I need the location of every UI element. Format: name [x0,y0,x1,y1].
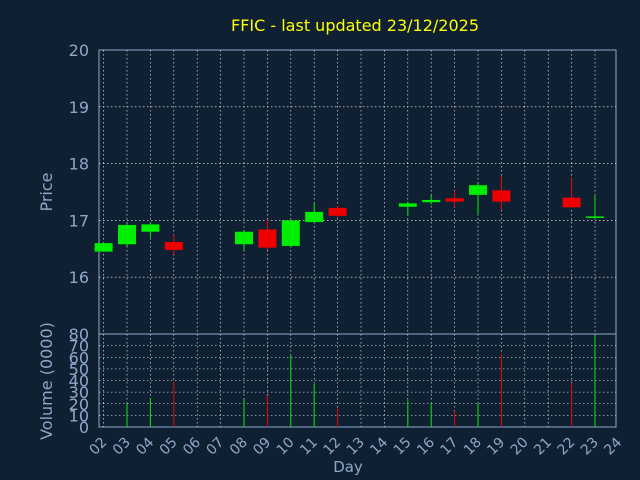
volume-tick-label: 10 [69,406,89,425]
price-tick-label: 19 [69,98,89,117]
candle-body [562,197,581,208]
price-panel: 16 17 18 19 20 Price [37,41,617,335]
candle-body [469,185,487,195]
price-axis-label: Price [37,172,56,211]
volume-tick-label: 20 [69,395,89,414]
candle-body [398,203,417,207]
price-tick-label: 20 [69,41,89,60]
candle-body [445,198,464,202]
candle-body [328,207,347,216]
candle-body [141,224,160,232]
volume-tick-label: 0 [79,418,89,437]
candle-body [235,231,253,245]
volume-tick-label: 70 [69,337,89,356]
candle-body [586,216,604,218]
candlesticks [94,176,604,255]
candle-body [422,199,441,203]
candle-body [258,229,277,248]
price-axis-ticks: 16 17 18 19 20 [69,41,89,287]
candle-body [164,241,183,250]
price-tick-label: 16 [69,268,89,287]
volume-tick-label: 60 [69,348,89,367]
volume-tick-label: 40 [69,372,89,391]
price-grid [99,50,616,334]
volume-bars [126,335,596,427]
volume-tick-label: 50 [69,360,89,379]
volume-tick-label: 80 [69,325,89,344]
price-tick-label: 17 [69,211,89,230]
candle-body [118,224,136,245]
x-axis-label: Day [333,458,363,476]
price-tick-label: 18 [69,155,89,174]
candle-body [492,190,511,202]
candle-body [94,243,113,252]
chart-title: FFIC - last updated 23/12/2025 [231,16,479,35]
volume-tick-label: 30 [69,383,89,402]
x-axis-ticks: 02 03 04 05 06 07 08 09 10 11 12 13 14 15 16 17 18 19 20 21… [87,434,626,458]
candle-body [281,220,300,246]
volume-axis-label: Volume (0000) [37,322,56,440]
candle-body [305,211,324,223]
